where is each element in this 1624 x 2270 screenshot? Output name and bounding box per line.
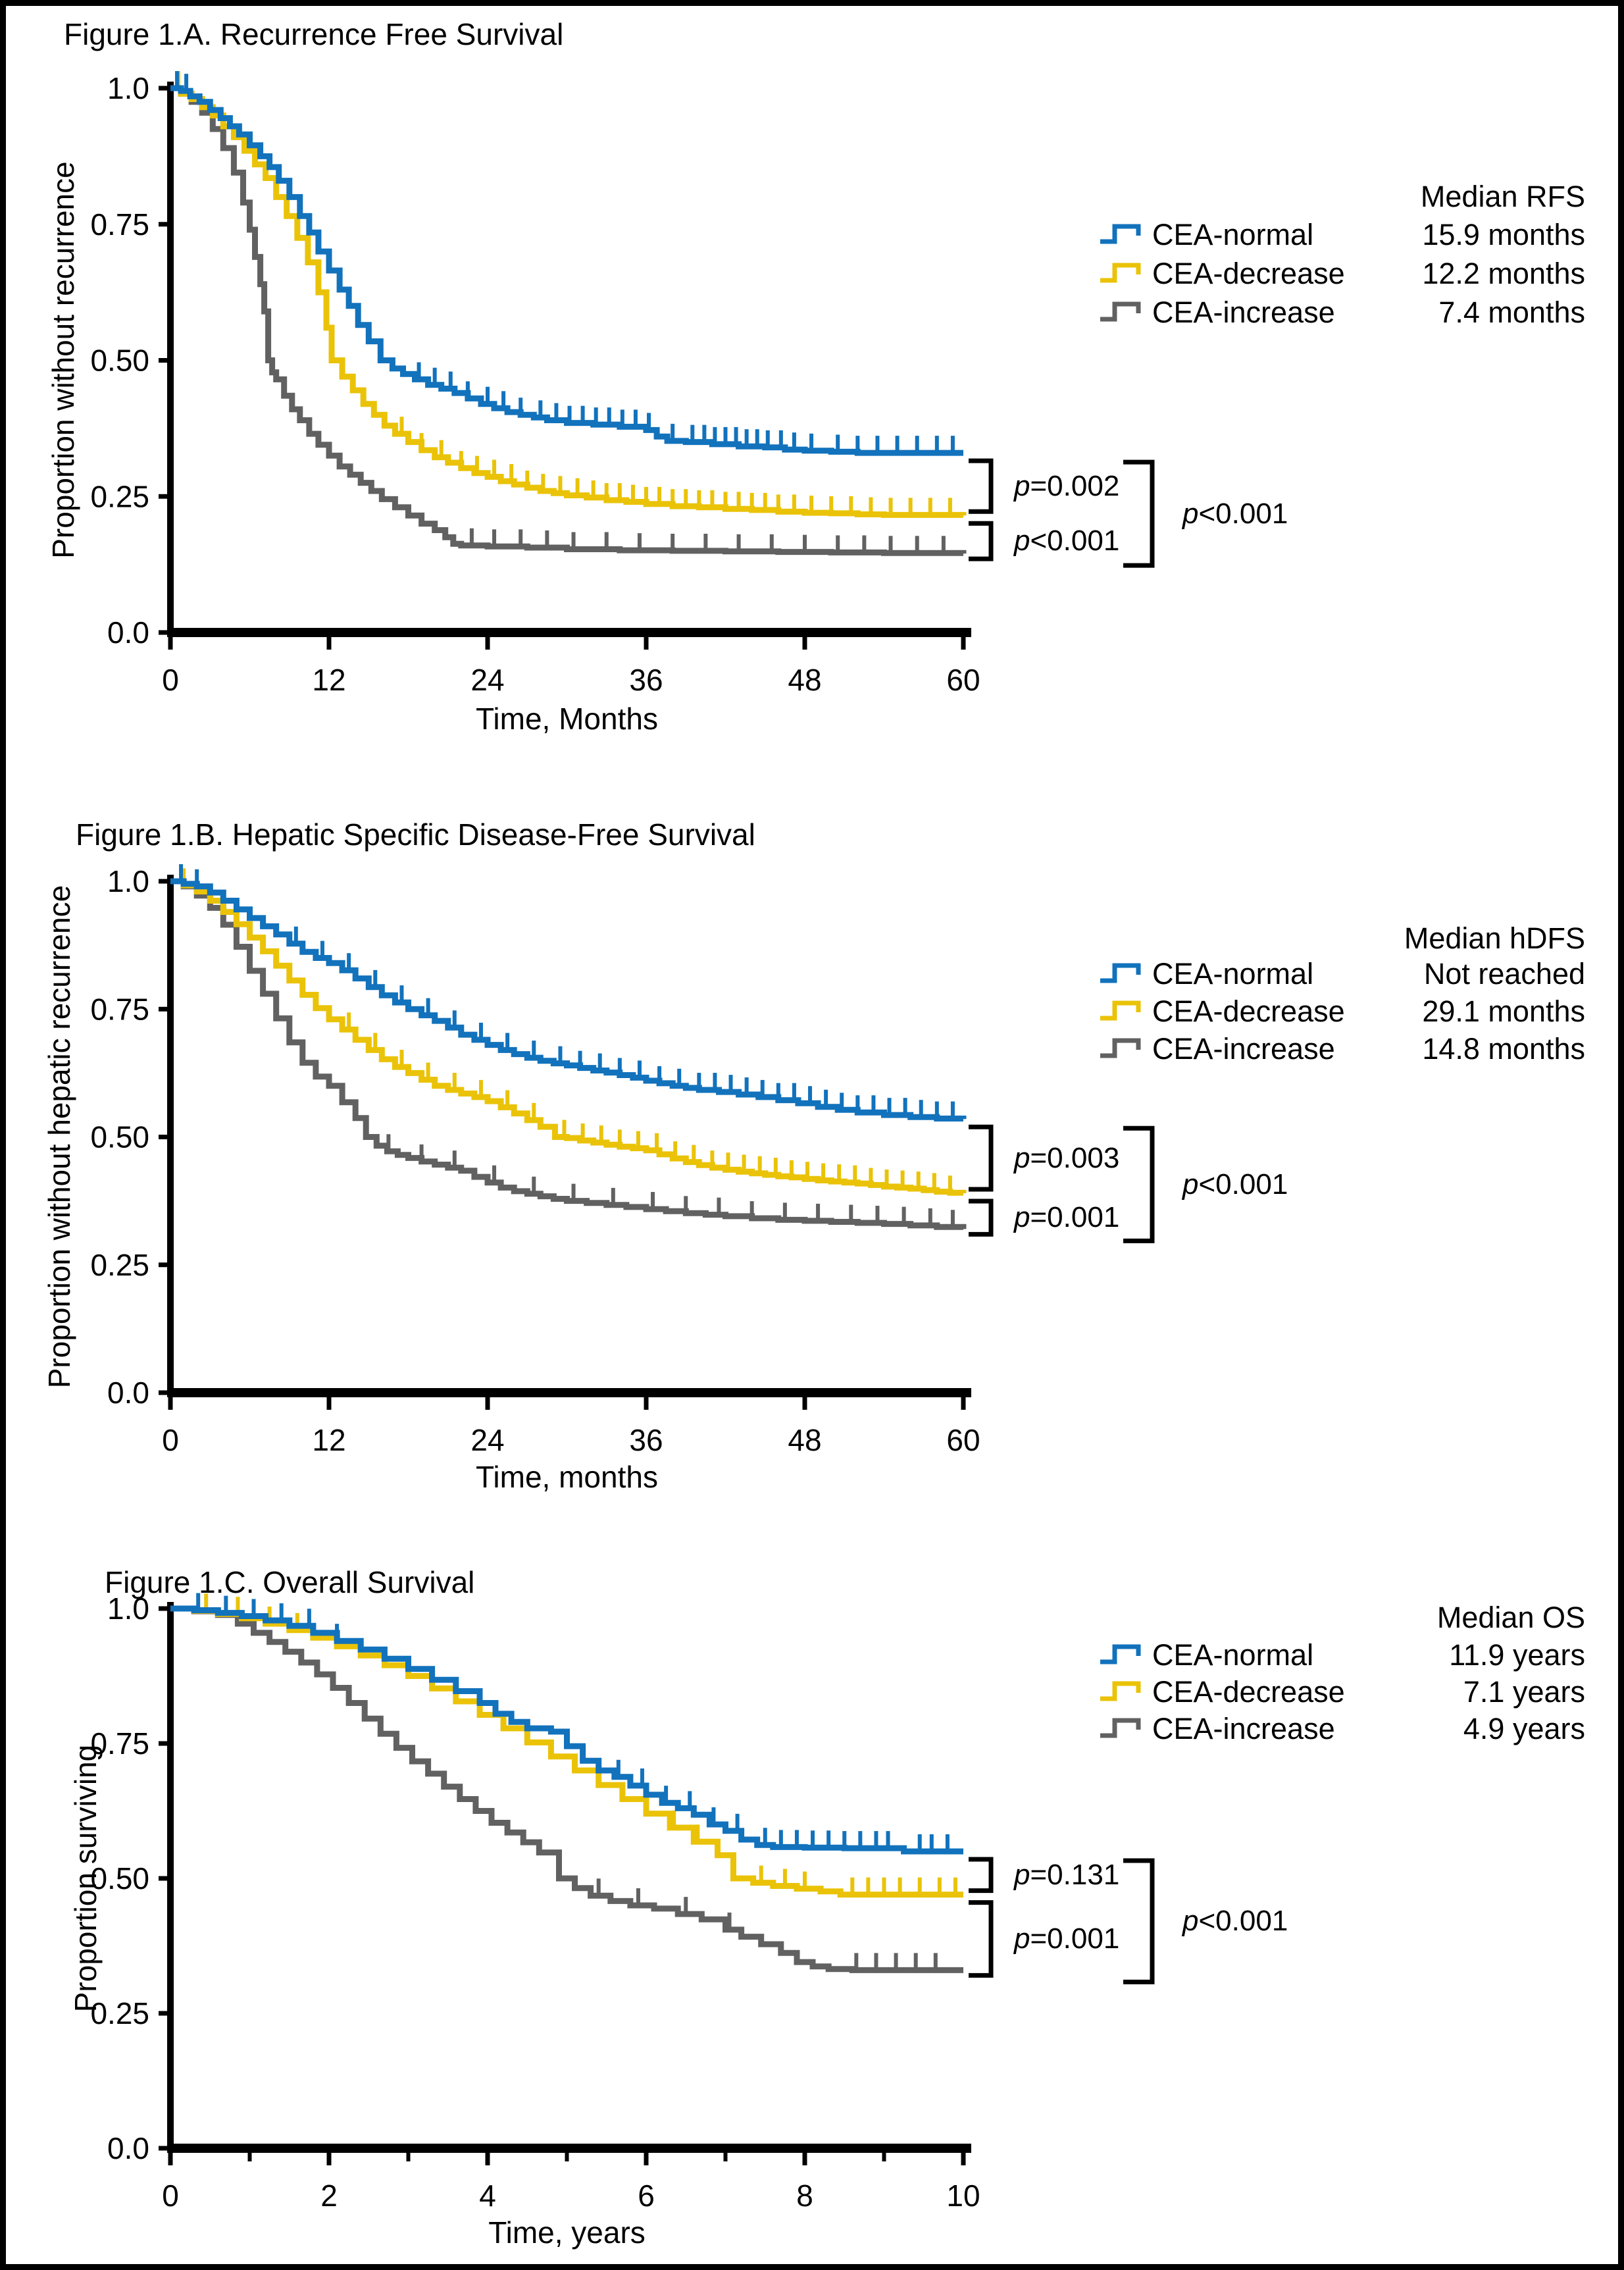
svg-text:12: 12 (312, 1423, 345, 1457)
pvalue-overall-b: p<0.001 (1182, 1168, 1288, 1200)
svg-text:0.0: 0.0 (107, 2131, 149, 2165)
legend-label: CEA-normal (1152, 1638, 1314, 1672)
svg-text:6: 6 (638, 2179, 655, 2213)
x-axis-label-b: Time, months (476, 1460, 658, 1494)
pvalue-overall-c: p<0.001 (1182, 1905, 1288, 1938)
svg-text:1.0: 1.0 (107, 864, 149, 898)
svg-text:48: 48 (788, 663, 821, 697)
legend-heading-b: Median hDFS (1404, 921, 1585, 955)
legend-label: CEA-decrease (1152, 994, 1345, 1028)
legend-row: CEA-increase 4.9 years (1098, 1712, 1585, 1746)
legend-label: CEA-increase (1152, 296, 1335, 329)
pvalue-normal-vs-decrease-b: p=0.003 (1014, 1141, 1120, 1174)
svg-text:0.25: 0.25 (90, 1248, 149, 1282)
x-axis-label-c: Time, years (488, 2215, 646, 2250)
chart-title-c: Figure 1.C. Overall Survival (105, 1565, 475, 1599)
legend-row: CEA-increase 14.8 months (1098, 1032, 1585, 1066)
y-axis-label-a: Proportion without recurrence (46, 161, 80, 559)
legend-label: CEA-increase (1152, 1032, 1335, 1066)
svg-text:24: 24 (470, 663, 504, 697)
pvalue-decrease-vs-increase-c: p=0.001 (1014, 1922, 1120, 1955)
km-step-icon (1100, 1718, 1141, 1738)
legend-label: CEA-normal (1152, 218, 1314, 251)
chart-title-a: Figure 1.A. Recurrence Free Survival (64, 17, 564, 51)
plots-canvas: 1.00.750.500.250.00 12 24 36 48 601.00.750.50… (90, 71, 1155, 2213)
legend-row: CEA-decrease 29.1 months (1098, 994, 1585, 1029)
svg-text:0.25: 0.25 (90, 479, 149, 513)
svg-text:0: 0 (162, 663, 179, 697)
svg-text:8: 8 (796, 2179, 813, 2213)
legend-median-value: 7.4 months (1438, 296, 1585, 329)
svg-text:1.0: 1.0 (107, 71, 149, 105)
svg-text:0.75: 0.75 (90, 992, 149, 1026)
svg-text:0.75: 0.75 (90, 207, 149, 242)
km-step-icon (1100, 963, 1141, 983)
svg-text:0.75: 0.75 (90, 1726, 149, 1761)
pvalue-normal-vs-decrease-c: p=0.131 (1014, 1858, 1120, 1891)
pvalue-overall-a: p<0.001 (1182, 497, 1288, 530)
svg-text:1.0: 1.0 (107, 1591, 149, 1626)
legend-row: CEA-normal 11.9 years (1098, 1638, 1585, 1672)
svg-text:0.25: 0.25 (90, 1996, 149, 2030)
svg-text:0.50: 0.50 (90, 344, 149, 378)
svg-text:0: 0 (162, 1423, 179, 1457)
svg-text:4: 4 (479, 2179, 496, 2213)
km-step-icon (1100, 1038, 1141, 1058)
km-step-icon (1100, 301, 1141, 322)
svg-text:2: 2 (320, 2179, 338, 2213)
chart-title-b: Figure 1.B. Hepatic Specific Disease-Fre… (76, 817, 755, 852)
legend-label: CEA-normal (1152, 957, 1314, 991)
legend-median-value: 12.2 months (1422, 257, 1585, 290)
km-step-icon (1100, 224, 1141, 244)
legend-median-value: 15.9 months (1422, 218, 1585, 251)
legend-label: CEA-decrease (1152, 257, 1345, 290)
svg-text:36: 36 (629, 1423, 663, 1457)
legend-median-value: 14.8 months (1422, 1032, 1585, 1066)
svg-text:10: 10 (946, 2179, 980, 2213)
legend-median-value: 4.9 years (1463, 1712, 1585, 1745)
svg-text:0.0: 0.0 (107, 1376, 149, 1410)
svg-text:0.50: 0.50 (90, 1861, 149, 1896)
pvalue-decrease-vs-increase-a: p<0.001 (1014, 525, 1120, 557)
legend-row: CEA-increase 7.4 months (1098, 296, 1585, 330)
legend-heading-c: Median OS (1436, 1601, 1585, 1634)
x-axis-label-a: Time, Months (476, 702, 658, 736)
svg-text:60: 60 (946, 1423, 980, 1457)
svg-text:12: 12 (312, 663, 345, 697)
legend-median-value: 7.1 years (1463, 1675, 1585, 1709)
y-axis-label-c: Proportion surviving (68, 1744, 103, 2013)
legend-median-value: 11.9 years (1449, 1638, 1585, 1672)
legend-row: CEA-decrease 12.2 months (1098, 257, 1585, 291)
y-axis-label-b: Proportion without hepatic recurrence (42, 885, 76, 1389)
svg-text:60: 60 (946, 663, 980, 697)
legend-median-value: Not reached (1423, 957, 1585, 991)
svg-text:0.50: 0.50 (90, 1120, 149, 1154)
pvalue-normal-vs-decrease-a: p=0.002 (1014, 469, 1120, 502)
svg-text:36: 36 (629, 663, 663, 697)
svg-text:48: 48 (788, 1423, 821, 1457)
svg-text:24: 24 (470, 1423, 504, 1457)
svg-text:0.0: 0.0 (107, 615, 149, 650)
legend-label: CEA-decrease (1152, 1675, 1345, 1709)
legend-row: CEA-normal 15.9 months (1098, 218, 1585, 252)
legend-row: CEA-decrease 7.1 years (1098, 1675, 1585, 1709)
svg-text:0: 0 (162, 2179, 179, 2213)
km-step-icon (1100, 1000, 1141, 1021)
km-step-icon (1100, 1681, 1141, 1701)
legend-row: CEA-normal Not reached (1098, 957, 1585, 991)
km-step-icon (1100, 263, 1141, 283)
legend-heading-a: Median RFS (1420, 180, 1585, 213)
pvalue-decrease-vs-increase-b: p=0.001 (1014, 1201, 1120, 1234)
legend-label: CEA-increase (1152, 1712, 1335, 1745)
km-step-icon (1100, 1644, 1141, 1664)
legend-median-value: 29.1 months (1422, 994, 1585, 1028)
